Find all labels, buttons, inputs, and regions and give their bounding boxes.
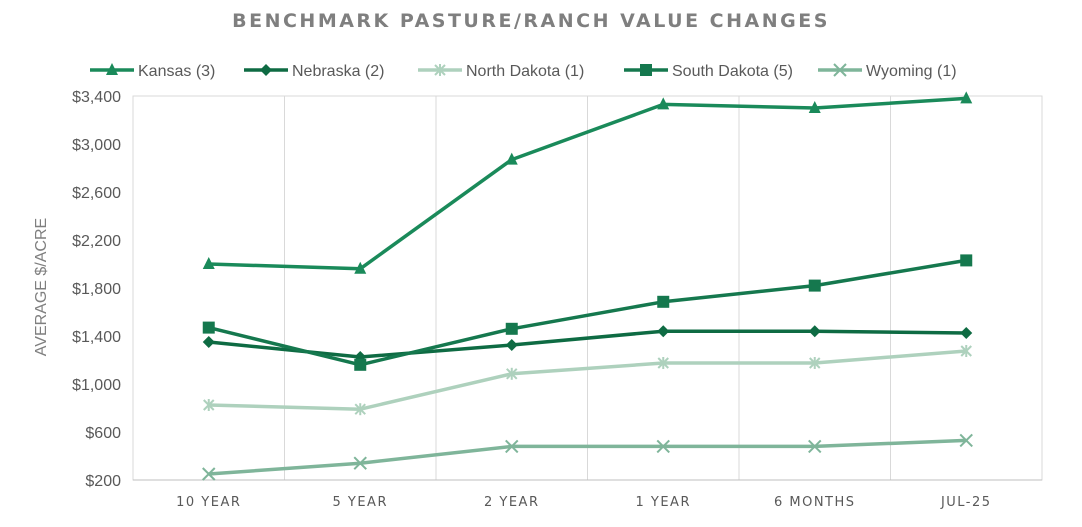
legend-marker (260, 64, 272, 76)
y-tick-label: $2,200 (72, 233, 121, 250)
y-tick-label: $3,400 (72, 89, 121, 106)
series-line (208, 258, 967, 367)
series-kansas-3 (202, 91, 973, 274)
plot-area: $200 $600 $1,000 $1,400 $1,800 $2,200 $2,600 $3… (72, 89, 1043, 510)
legend-item: Nebraska (2) (244, 63, 384, 80)
data-point (808, 279, 821, 292)
data-point (657, 295, 670, 308)
legend-item: Wyoming (1) (818, 63, 957, 80)
data-point (202, 336, 215, 348)
data-point (506, 367, 518, 380)
x-tick-label: 10 YEAR (176, 495, 241, 510)
y-tick-label: $2,600 (72, 185, 121, 202)
y-axis-label: AVERAGE $/ACRE (33, 218, 50, 356)
series-line (208, 96, 967, 271)
y-tick-label: $3,000 (72, 137, 121, 154)
legend-label: South Dakota (5) (672, 63, 793, 80)
legend-marker (434, 64, 446, 76)
marker-stroke (202, 467, 216, 481)
series-south-dakota-5 (202, 254, 973, 371)
data-point (657, 325, 670, 338)
marker-stroke (808, 439, 822, 454)
legend: Kansas (3) Nebraska (2) North Dakota (1) So… (90, 63, 957, 80)
x-tick-label: JUL-25 (940, 495, 992, 510)
data-point (960, 345, 972, 357)
data-point (354, 261, 367, 274)
series-line (208, 438, 967, 476)
legend-item: Kansas (3) (90, 63, 215, 80)
marker-stroke (656, 439, 670, 454)
y-tick-label: $200 (85, 473, 121, 490)
data-point (656, 439, 670, 454)
data-point (809, 357, 821, 369)
data-point (960, 254, 973, 267)
x-tick-label: 6 MONTHS (774, 495, 856, 510)
marker-stroke (353, 456, 367, 470)
y-tick-label: $1,400 (72, 329, 121, 346)
data-point (505, 152, 518, 165)
series-line (208, 329, 967, 359)
legend-item: North Dakota (1) (418, 63, 584, 80)
data-point (959, 433, 973, 448)
legend-label: Kansas (3) (138, 63, 215, 80)
data-point (202, 467, 216, 481)
series-north-dakota-1 (203, 345, 972, 416)
legend-item: South Dakota (5) (624, 63, 793, 80)
y-tick-label: $1,000 (72, 377, 121, 394)
legend-label: North Dakota (1) (466, 63, 584, 80)
data-point (505, 439, 519, 454)
chart-title: BENCHMARK PASTURE/RANCH VALUE CHANGES (232, 10, 830, 32)
data-point (808, 439, 822, 454)
marker-stroke (833, 63, 847, 77)
marker-stroke (959, 433, 973, 448)
data-point (808, 101, 821, 113)
legend-marker (106, 63, 118, 75)
series-wyoming-1 (202, 433, 973, 481)
legend-marker (833, 63, 847, 77)
data-point (505, 339, 518, 351)
data-point (960, 91, 973, 104)
legend-label: Nebraska (2) (292, 63, 384, 80)
marker-stroke (505, 439, 519, 454)
data-point (353, 456, 367, 470)
x-tick-label: 2 YEAR (484, 495, 539, 510)
data-point (202, 321, 215, 334)
data-point (203, 399, 215, 411)
data-point (808, 325, 821, 338)
legend-marker (640, 64, 652, 76)
data-point (657, 97, 670, 110)
x-tick-label: 5 YEAR (333, 495, 388, 510)
series-line (208, 349, 967, 411)
data-point (354, 403, 366, 416)
x-tick-label: 1 YEAR (636, 495, 691, 510)
data-point (657, 357, 669, 369)
data-point (505, 322, 518, 335)
series-nebraska-2 (202, 325, 973, 363)
data-point (960, 327, 973, 339)
y-tick-label: $600 (85, 425, 121, 442)
data-point (354, 358, 367, 371)
legend-label: Wyoming (1) (866, 63, 957, 80)
data-point (202, 257, 215, 269)
y-tick-label: $1,800 (72, 281, 121, 298)
